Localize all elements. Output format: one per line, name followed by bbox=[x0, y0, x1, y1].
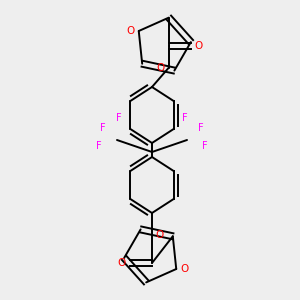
Text: O: O bbox=[118, 258, 126, 268]
Text: F: F bbox=[202, 141, 208, 151]
Text: O: O bbox=[195, 40, 203, 51]
Text: F: F bbox=[116, 113, 122, 123]
Text: O: O bbox=[156, 230, 164, 240]
Text: O: O bbox=[180, 264, 188, 274]
Text: F: F bbox=[100, 123, 106, 133]
Text: O: O bbox=[127, 26, 135, 36]
Text: F: F bbox=[182, 113, 188, 123]
Text: O: O bbox=[157, 63, 165, 73]
Text: F: F bbox=[198, 123, 204, 133]
Text: F: F bbox=[96, 141, 102, 151]
